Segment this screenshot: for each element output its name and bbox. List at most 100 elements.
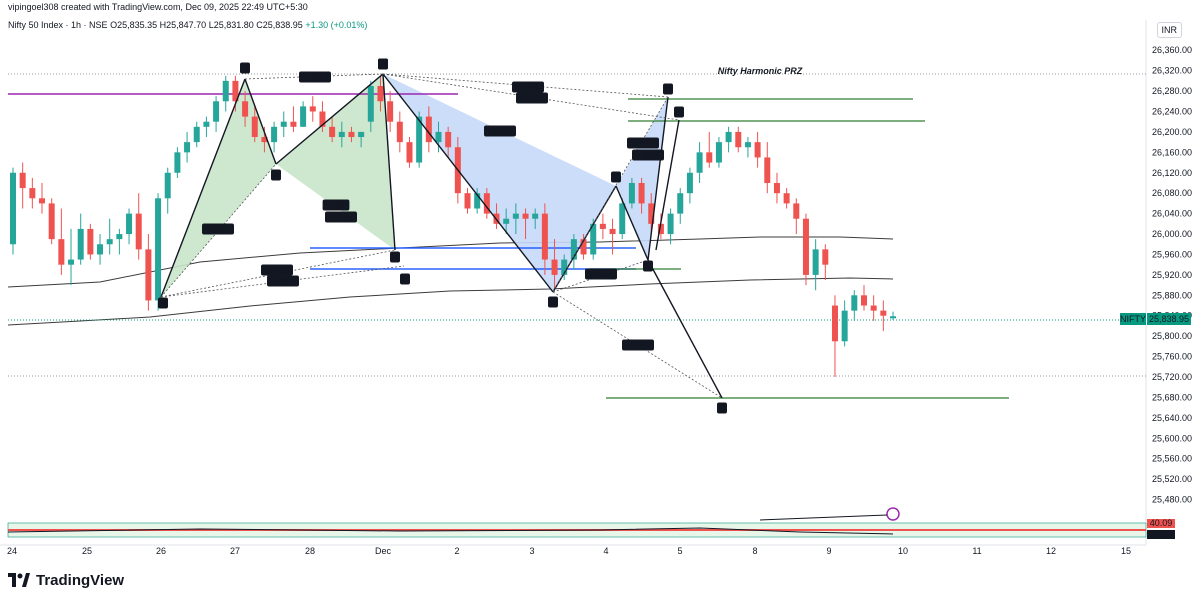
x-tick-label: 5 [677,546,682,556]
symbol-badge-box [1120,313,1146,325]
candle-body [251,116,258,138]
y-tick-label: 25,920.00 [1152,270,1192,280]
ratio-label-box [267,275,299,287]
candle-body [280,121,287,127]
x-tick-label: 15 [1121,546,1131,556]
candle-body [329,126,336,138]
x-tick-label: 12 [1046,546,1056,556]
candle-body [435,131,442,143]
ratio-label-box [322,199,350,211]
pattern-leg [615,185,649,261]
symbol-name[interactable]: Nifty 50 Index · 1h · NSE [8,20,108,30]
candle-body [222,80,229,102]
x-tick-label: 24 [7,546,17,556]
last-price-badge-box [1147,313,1191,325]
point-label-box [643,260,653,272]
point-label: A [380,60,387,70]
point-label-box [717,402,727,414]
y-tick-label: 25,560.00 [1152,454,1192,464]
harmonic-green-triangle-1 [161,79,276,297]
point-label: A [242,64,249,74]
ratio-line [552,259,649,293]
candle-body [638,182,645,204]
candle-body [822,249,829,265]
pattern-leg [275,73,384,165]
y-tick-label: 26,200.00 [1152,127,1192,137]
candle-body [164,172,171,199]
pattern-leg [647,96,669,261]
alert-line [759,514,888,521]
y-tick-label: 26,080.00 [1152,188,1192,198]
candle-body [696,152,703,173]
point-label-box [611,171,621,183]
y-tick-label: 26,160.00 [1152,147,1192,157]
y-tick-label: 25,720.00 [1152,372,1192,382]
candle-body [213,101,220,122]
candle-body [193,126,200,143]
candle-body [783,193,790,204]
ratio-label: 1.999 [627,341,650,351]
y-tick-label: 25,640.00 [1152,413,1192,423]
ratio-label: 0.655 [590,270,613,280]
candle-body [522,213,529,219]
ratio-line [552,96,669,293]
pattern-leg [655,119,680,251]
ratio-label-box [512,81,544,93]
x-tick-label: 11 [972,546,981,556]
point-label-box [674,106,684,118]
candle-body [261,137,268,143]
candle-body [309,106,316,112]
tradingview-logo-icon [8,573,30,587]
candle-body [377,85,384,102]
pattern-leg [160,78,246,298]
y-tick-label: 25,680.00 [1152,392,1192,402]
x-tick-label: 27 [230,546,240,556]
chart-title: Nifty Harmonic PRZ [718,66,803,76]
candle-body [319,111,326,127]
last-price-badge-text: 25,838.95 [1149,314,1189,324]
point-label-box [240,62,250,74]
candle-body [126,213,133,235]
candle-body [184,142,191,153]
y-tick-label: 26,240.00 [1152,106,1192,116]
x-tick-label: 2 [454,546,459,556]
ratio-label: 1.91 [327,201,345,211]
candle-body [425,116,432,143]
point-label: D [719,404,726,414]
candle-body [725,131,732,143]
pattern-leg [647,259,723,399]
candle-body [203,121,210,127]
candle-body [512,213,519,219]
tradingview-logo[interactable]: TradingView [8,570,124,590]
y-tick-label: 26,040.00 [1152,209,1192,219]
candle-body [802,218,809,275]
ratio-label-box [299,71,331,83]
candle-body [300,106,307,127]
candle-body [551,259,558,275]
ratio-label-box [325,211,357,223]
harmonic-blue-triangle-1 [383,74,616,292]
ratio-label-box [585,268,617,280]
candle-body [561,259,568,275]
harmonic-green-triangle-2 [276,74,395,250]
price-chart[interactable]: 26,360.00 26,320.00 26,280.00 26,240.00 26,2… [0,0,1200,560]
candle-body [841,310,848,342]
ratio-line [552,291,723,399]
high-value: H25,847.70 [159,20,207,30]
brand-name: TradingView [36,571,125,589]
candle-body [735,131,742,148]
symbol-legend: Nifty 50 Index · 1h · NSE O25,835.35 H25… [8,20,367,30]
indicator-value-2: 37.38 [1150,529,1173,539]
point-label: D [676,108,683,118]
candle-body [870,305,877,311]
point-label-box [663,83,673,95]
point-label: D [402,275,409,285]
ratio-label-box [484,125,516,137]
candle-body [880,310,887,316]
close-value: C25,838.95 [256,20,303,30]
point-label-box [378,58,388,70]
pattern-leg [382,73,396,251]
point-label-box [158,297,168,309]
y-tick-label: 26,280.00 [1152,86,1192,96]
currency-button[interactable]: INR [1156,22,1182,38]
